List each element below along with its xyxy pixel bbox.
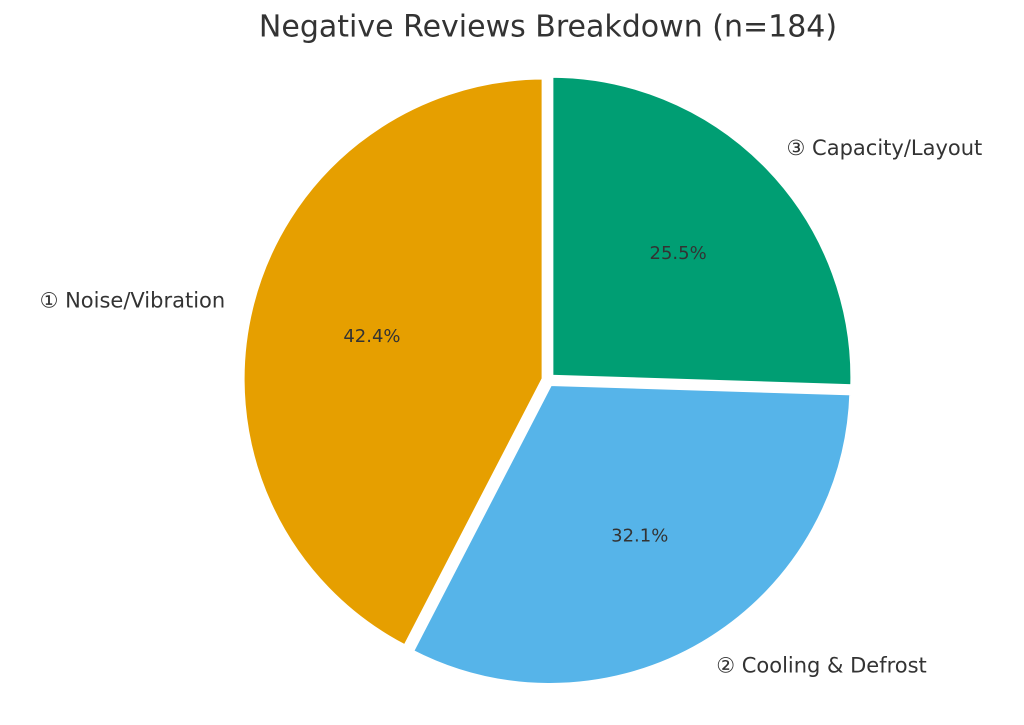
pie-slice — [239, 74, 547, 651]
slice-label: ① Noise/Vibration — [40, 288, 226, 312]
value-label: 25.5% — [650, 243, 707, 264]
pie-slice — [407, 380, 855, 688]
slice-label: ② Cooling & Defrost — [716, 653, 927, 677]
value-label: 42.4% — [343, 326, 400, 347]
pie-slice — [548, 72, 856, 390]
value-label: 32.1% — [611, 525, 668, 546]
slice-label: ③ Capacity/Layout — [787, 136, 983, 160]
chart-title: Negative Reviews Breakdown (n=184) — [259, 10, 837, 45]
